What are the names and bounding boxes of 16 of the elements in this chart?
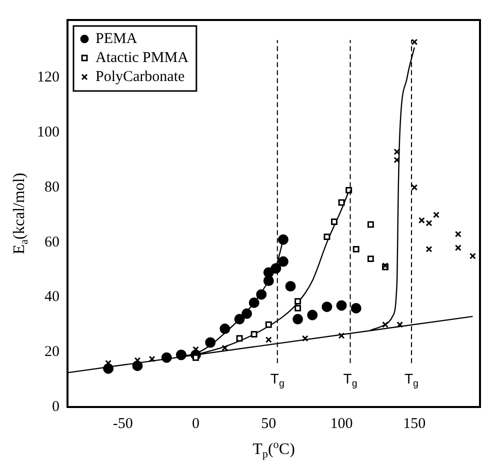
y-tick-label: 0 xyxy=(52,398,60,415)
x-tick-label: -50 xyxy=(112,416,133,432)
y-tick-label: 20 xyxy=(44,344,60,360)
x-tick-label: 100 xyxy=(330,416,353,432)
legend-label: PEMA xyxy=(96,30,138,47)
x-tick-label: 150 xyxy=(403,416,426,432)
x-tick-label: 50 xyxy=(261,416,276,432)
y-tick-label: 80 xyxy=(44,179,60,196)
y-tick-label: 60 xyxy=(44,234,60,250)
y-tick-label: 100 xyxy=(37,124,60,140)
legend-label: PolyCarbonate xyxy=(96,68,185,85)
y-axis-title: Ea(kcal/mol) xyxy=(11,172,31,254)
x-tick-label: 0 xyxy=(192,416,200,432)
legend-label: Atactic PMMA xyxy=(96,50,189,66)
y-tick-label: 120 xyxy=(37,70,60,86)
y-tick-label: 40 xyxy=(44,289,60,306)
